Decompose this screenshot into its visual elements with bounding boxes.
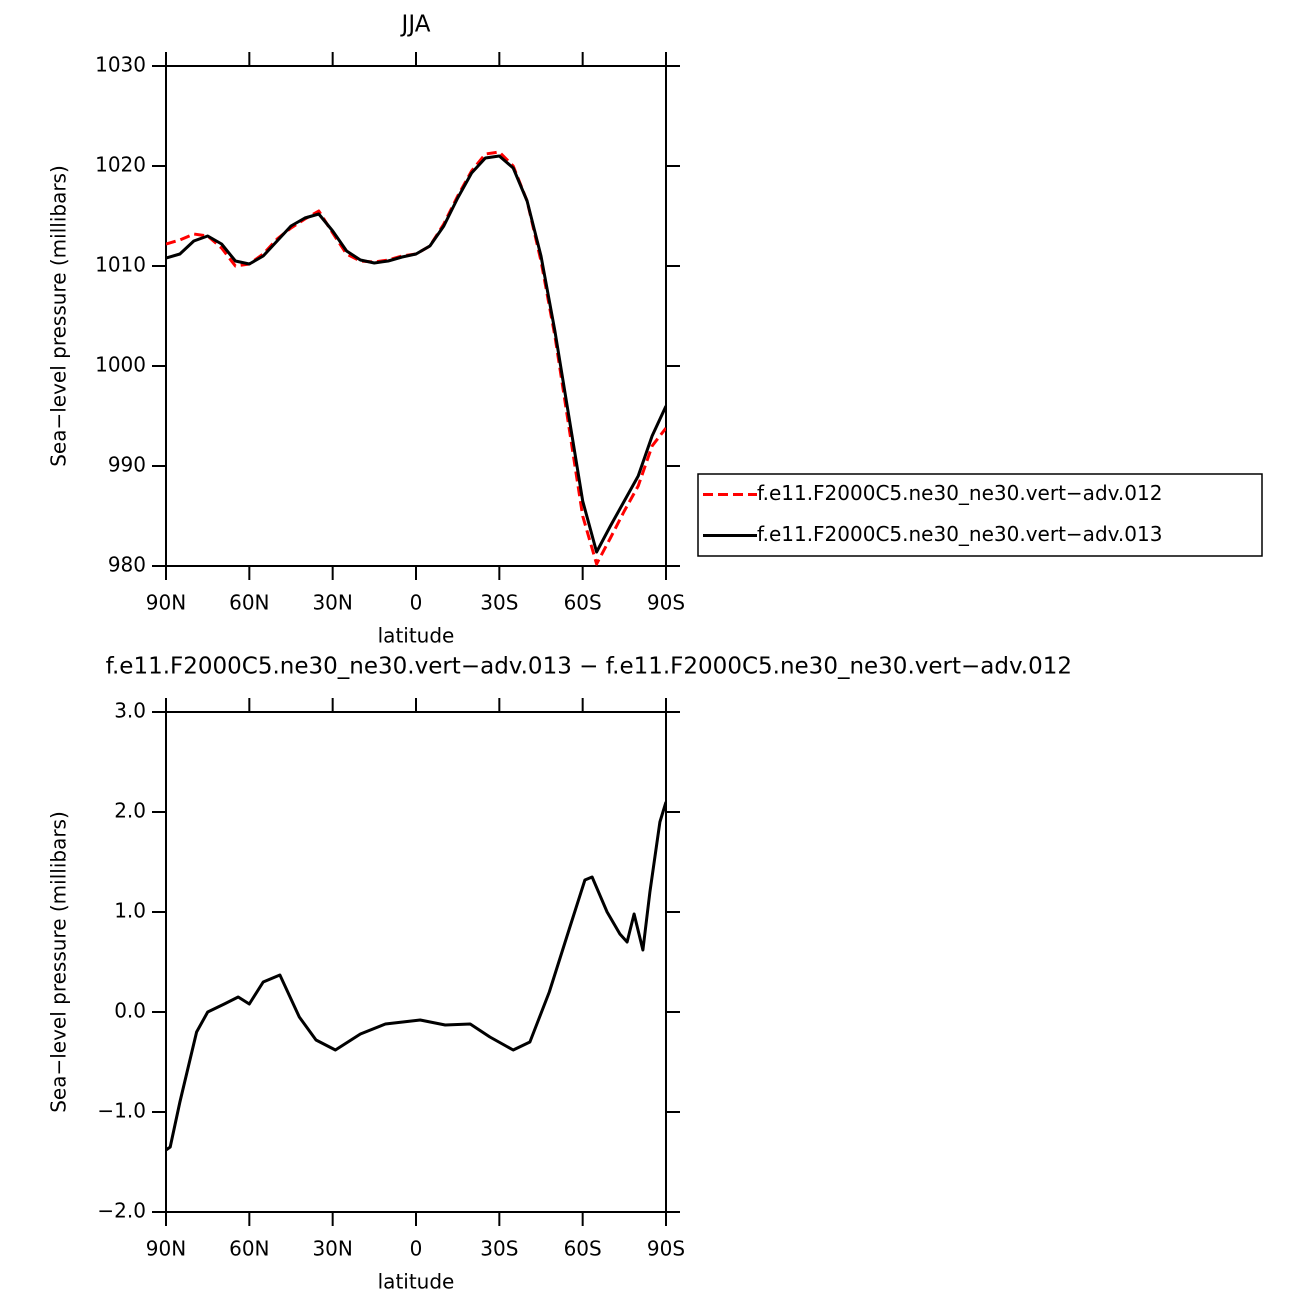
y-tick-label: 2.0 <box>114 799 146 823</box>
x-tick-label: 30N <box>312 591 352 615</box>
y-tick-label: 1020 <box>95 153 146 177</box>
legend-label: f.e11.F2000C5.ne30_ne30.vert−adv.012 <box>757 481 1162 505</box>
legend-label: f.e11.F2000C5.ne30_ne30.vert−adv.013 <box>757 522 1162 546</box>
y-tick-label: 3.0 <box>114 699 146 723</box>
legend-box <box>697 473 1263 557</box>
x-tick-label: 90N <box>146 1237 186 1261</box>
y-tick-label: 1030 <box>95 53 146 77</box>
y-tick-label: 0.0 <box>114 999 146 1023</box>
x-tick-label: 60S <box>564 591 602 615</box>
y-tick-label: 1.0 <box>114 899 146 923</box>
x-tick-label: 30S <box>480 1237 518 1261</box>
x-tick-label: 30S <box>480 591 518 615</box>
x-tick-label: 0 <box>410 1237 423 1261</box>
x-tick-label: 30N <box>312 1237 352 1261</box>
plot-frame <box>165 65 667 567</box>
y-tick-label: 1000 <box>95 353 146 377</box>
y-axis-label: Sea−level pressure (millibars) <box>47 165 71 467</box>
x-tick-label: 60S <box>564 1237 602 1261</box>
x-tick-label: 90N <box>146 591 186 615</box>
x-tick-label: 60N <box>229 1237 269 1261</box>
y-tick-label: 1010 <box>95 253 146 277</box>
x-tick-label: 90S <box>647 591 685 615</box>
series-line <box>166 801 666 1152</box>
y-axis-label: Sea−level pressure (millibars) <box>47 811 71 1113</box>
y-tick-label: −1.0 <box>97 1099 146 1123</box>
chart-title: JJA <box>400 12 431 38</box>
series-line <box>166 150 666 566</box>
x-tick-label: 90S <box>647 1237 685 1261</box>
x-axis-label: latitude <box>378 624 455 648</box>
chart-title: f.e11.F2000C5.ne30_ne30.vert−adv.013 − f… <box>106 654 1072 680</box>
plot-frame <box>165 711 667 1213</box>
series-line <box>166 154 666 554</box>
y-tick-label: −2.0 <box>97 1199 146 1223</box>
x-axis-label: latitude <box>378 1270 455 1294</box>
x-tick-label: 0 <box>410 591 423 615</box>
y-tick-label: 990 <box>108 453 146 477</box>
y-tick-label: 980 <box>108 553 146 577</box>
x-tick-label: 60N <box>229 591 269 615</box>
